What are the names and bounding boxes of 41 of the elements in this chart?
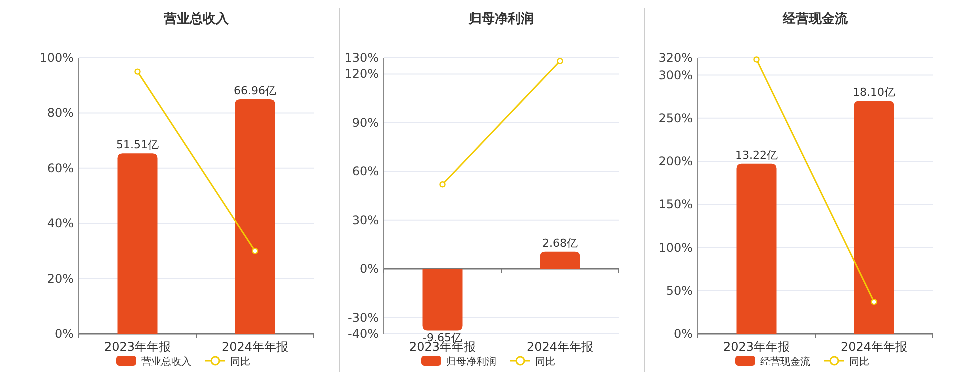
x-tick-label: 2024年年报 [840, 340, 908, 354]
x-tick-label: 2024年年报 [222, 340, 289, 354]
text: -40% [348, 327, 379, 341]
text: 320% [658, 51, 693, 65]
x-tick-label: 2023年年报 [723, 340, 790, 354]
text: 40% [47, 216, 74, 231]
text: 250% [658, 111, 693, 126]
text: 300% [658, 68, 693, 82]
chart-title: 营业总收入 [163, 11, 230, 27]
text: 200% [658, 154, 693, 168]
data-label: 51.51亿 [116, 138, 159, 152]
x-tick-label: 2024年年报 [526, 340, 594, 354]
x-tick-label: 2023年年报 [104, 340, 172, 354]
text: 130% [344, 51, 379, 65]
data-label: 13.22亿 [736, 148, 778, 162]
text: 0% [674, 327, 693, 341]
data-label: 18.10亿 [853, 86, 896, 100]
text: 30% [352, 213, 379, 228]
text: 20% [47, 272, 74, 286]
legend-label: 同比 [230, 356, 250, 368]
text: 90% [352, 116, 379, 130]
text: 150% [658, 198, 693, 212]
text: 80% [47, 106, 74, 120]
legend-label: 经营现金流 [760, 356, 810, 368]
legend-label: 同比 [850, 356, 870, 368]
text: -30% [348, 310, 379, 325]
text: 60% [352, 164, 379, 179]
text: 100% [40, 51, 74, 65]
data-label: 2.68亿 [542, 236, 578, 250]
data-label: 66.96亿 [234, 84, 276, 98]
text: 50% [666, 284, 693, 298]
text: 100% [658, 240, 693, 255]
legend-label: 营业总收入 [142, 356, 192, 368]
legend-label: 同比 [536, 356, 556, 368]
text: 0% [360, 262, 379, 276]
text: 120% [344, 67, 379, 82]
chart-title: 归母净利润 [468, 11, 534, 27]
chart-title: 经营现金流 [782, 11, 849, 27]
text: 0% [54, 327, 74, 341]
legend-label: 归母净利润 [446, 356, 496, 368]
text: 60% [47, 161, 74, 176]
